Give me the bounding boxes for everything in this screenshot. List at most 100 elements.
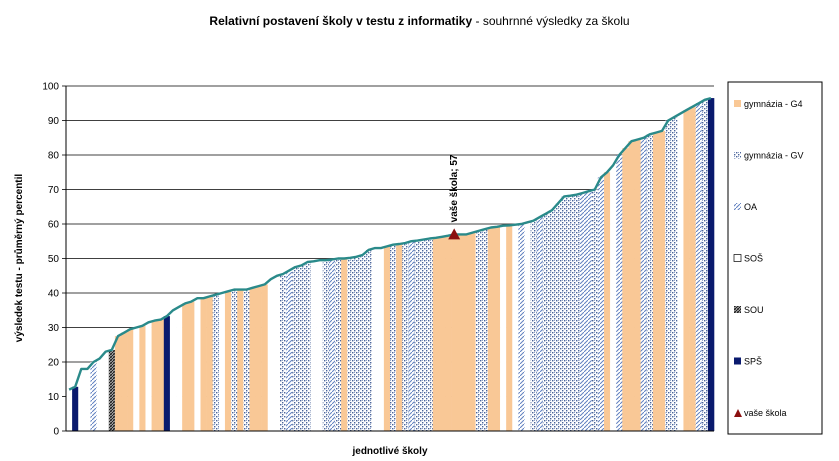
bar [163, 316, 171, 431]
bar [561, 196, 568, 431]
legend-label: SOU [744, 305, 764, 315]
bar [634, 139, 641, 431]
x-axis-title: jednotlivé školy [351, 446, 427, 457]
bar [328, 259, 336, 431]
bar [359, 255, 366, 431]
bar [408, 241, 415, 431]
bar [701, 99, 709, 432]
bar [212, 294, 220, 431]
bar [390, 244, 397, 431]
bar [695, 103, 703, 431]
bar [316, 260, 324, 431]
bars [66, 98, 715, 432]
title-main: Relativní postavení školy v testu z info… [209, 14, 473, 28]
legend-label: SPŠ [744, 357, 762, 367]
bar [182, 303, 189, 431]
bar [512, 224, 519, 431]
bar [84, 368, 91, 431]
bar [481, 229, 489, 431]
y-tick-label: 20 [48, 358, 60, 369]
bar [261, 284, 269, 431]
y-tick-label: 0 [53, 427, 59, 438]
your-school-label: vaše škola; 57 [449, 154, 460, 222]
y-tick-label: 80 [48, 151, 60, 162]
bar [585, 191, 593, 431]
bar [66, 389, 73, 431]
bar [500, 225, 507, 431]
bar [426, 238, 434, 431]
bar [145, 322, 152, 431]
bar [506, 225, 513, 431]
bar [493, 226, 501, 431]
bar [542, 213, 550, 431]
your-school-marker [448, 228, 461, 240]
bar [237, 289, 244, 431]
y-tick-label: 50 [48, 254, 60, 265]
bar [78, 368, 85, 431]
bar [432, 237, 440, 431]
bar [279, 274, 287, 431]
bar [567, 195, 574, 431]
bar [536, 217, 544, 431]
bar [438, 236, 446, 431]
legend-swatch [734, 357, 741, 365]
bar [658, 130, 666, 431]
legend-label: vaše škola [744, 408, 787, 418]
bar [610, 165, 617, 431]
bar [591, 189, 599, 431]
bar [322, 260, 330, 431]
bar [579, 192, 586, 431]
bar [194, 298, 201, 431]
bar [487, 227, 495, 431]
bar [157, 319, 165, 431]
bar [707, 98, 715, 431]
bar [218, 293, 226, 431]
bar [188, 301, 195, 431]
bar [347, 257, 354, 431]
bar [224, 291, 232, 431]
bar [677, 113, 684, 431]
legend-swatch [734, 203, 741, 210]
bar [475, 230, 482, 431]
bar [665, 120, 672, 431]
bar [652, 132, 660, 431]
bar [603, 172, 611, 431]
bar [469, 232, 476, 431]
bar [114, 336, 122, 431]
bar [640, 137, 648, 431]
bar [353, 256, 360, 431]
bar [451, 234, 458, 431]
legend-swatch [734, 151, 741, 159]
bar [139, 325, 146, 431]
bar [72, 386, 79, 431]
bar [377, 248, 385, 431]
y-axis-title: výsledek testu - průměrný percentil [13, 174, 25, 343]
bar [555, 203, 562, 431]
bar [622, 148, 629, 431]
bar [267, 279, 275, 431]
bar [524, 222, 531, 431]
bar [90, 362, 97, 431]
y-tick-label: 70 [48, 185, 60, 196]
bar [420, 239, 427, 431]
legend-swatch [734, 100, 741, 107]
bar [249, 287, 256, 431]
bar [127, 329, 134, 431]
bar [371, 248, 379, 431]
y-tick-label: 40 [48, 289, 60, 300]
bar [402, 242, 409, 431]
bar [292, 267, 299, 431]
y-tick-label: 90 [48, 116, 60, 127]
bar [518, 224, 525, 431]
bar [255, 286, 262, 431]
series-line [68, 96, 712, 391]
bar [151, 320, 158, 431]
legend-marker [734, 409, 742, 417]
legend-label: OA [744, 202, 757, 212]
bar [396, 244, 403, 431]
bar [597, 177, 605, 431]
bar [231, 289, 238, 431]
bar [365, 249, 372, 431]
legend-label: gymnázia - G4 [744, 99, 803, 109]
y-tick-label: 30 [48, 323, 60, 334]
